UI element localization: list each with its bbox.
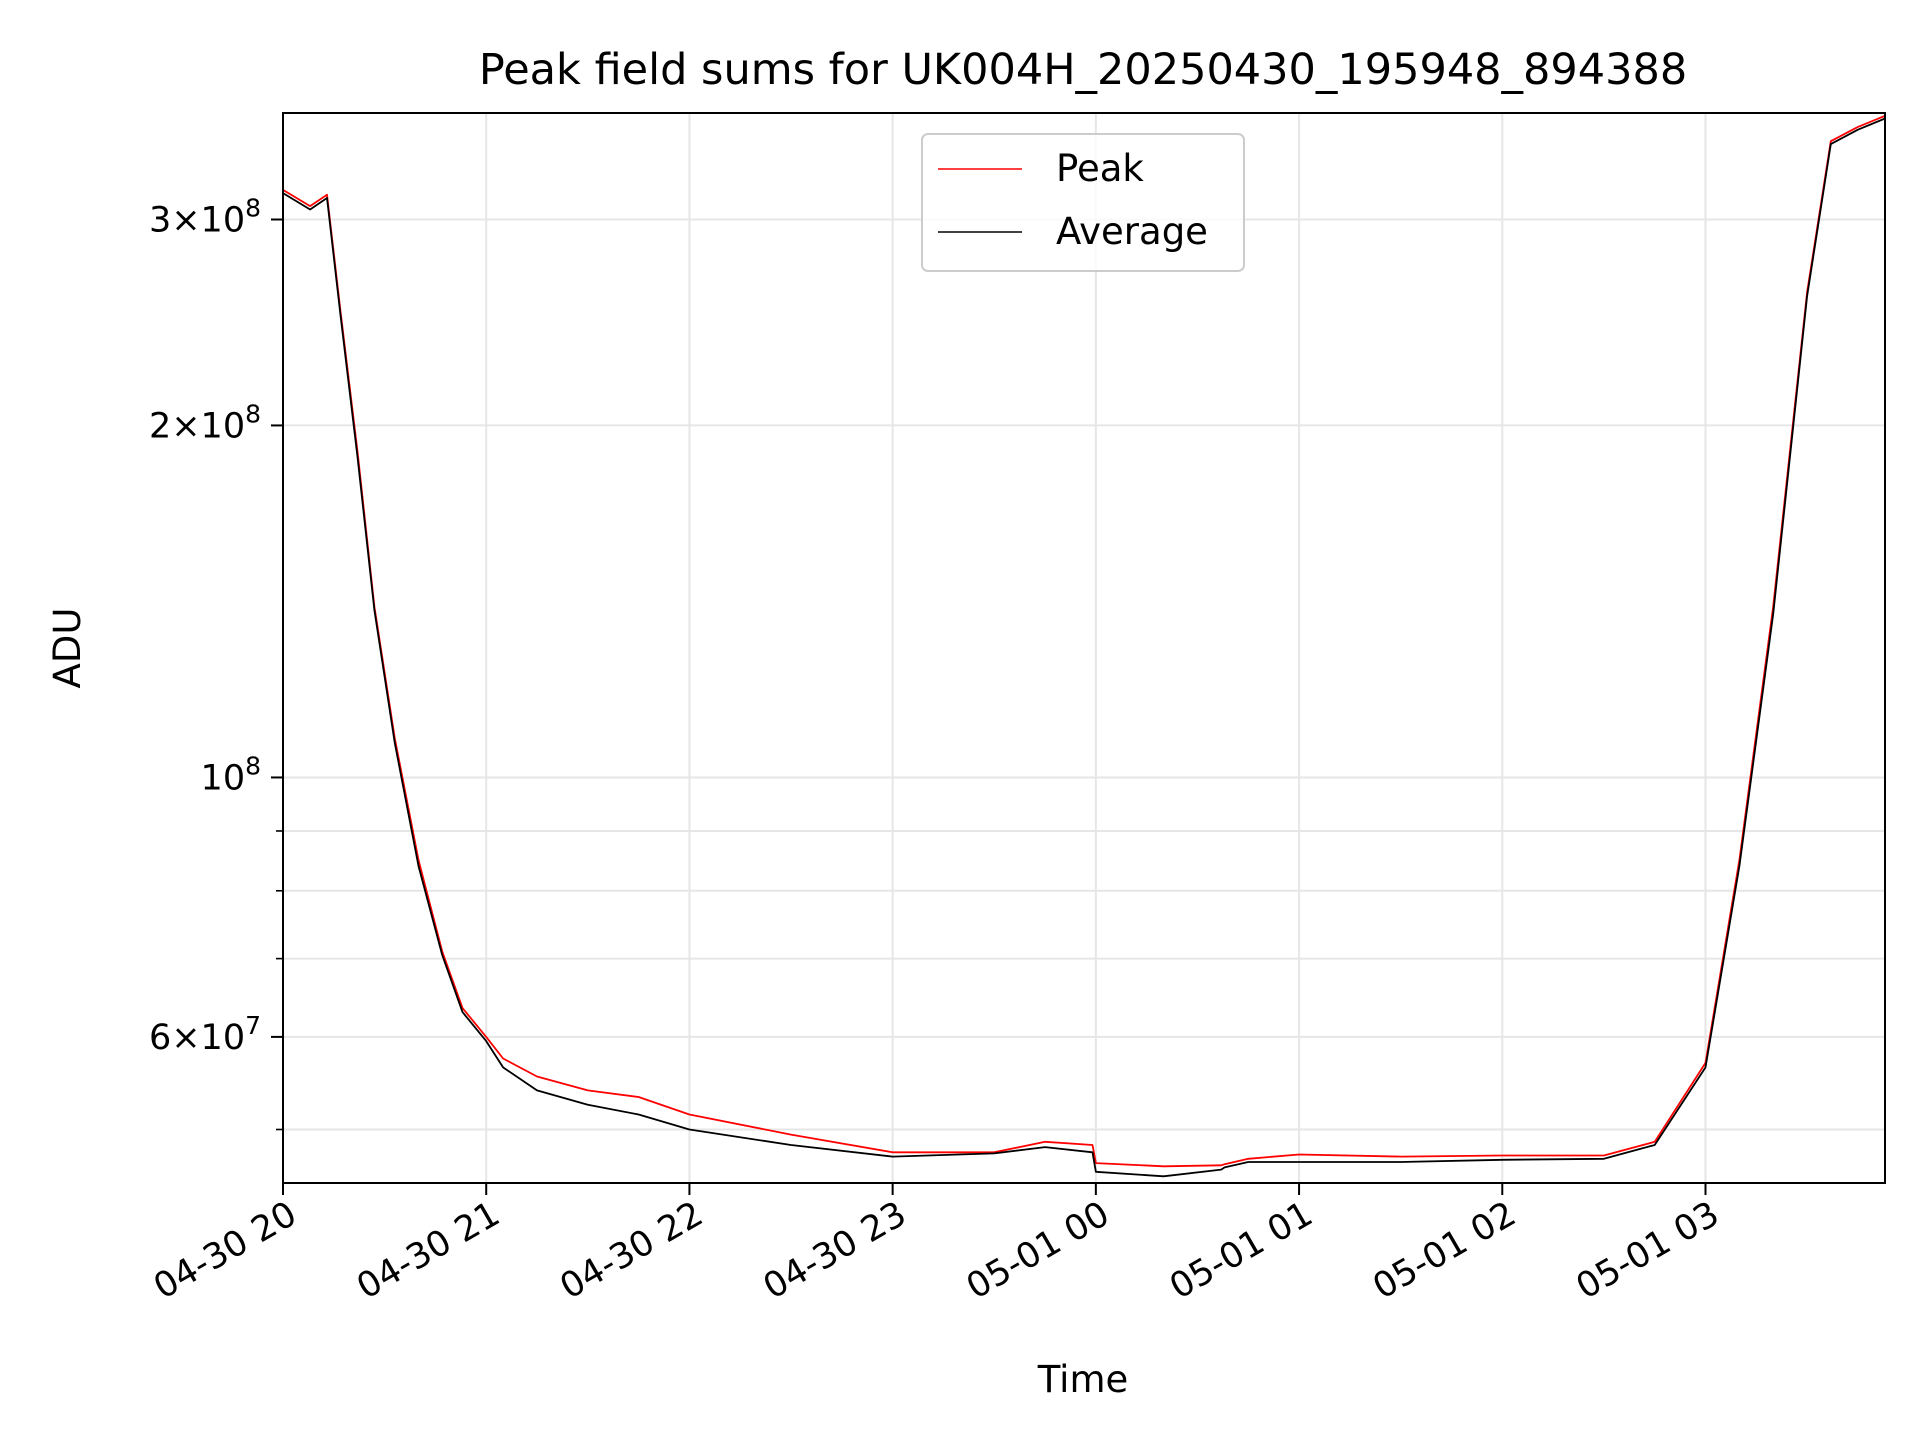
series-layer xyxy=(282,114,1886,1178)
plot-frame xyxy=(282,112,1886,1184)
legend-label-peak: Peak xyxy=(1056,147,1144,190)
y-axis: 3×108 2×108 108 6×107 xyxy=(149,194,283,1131)
y-tick-label: 3×108 xyxy=(149,194,261,241)
y-tick-label: 108 xyxy=(201,751,261,798)
series-line-average xyxy=(282,117,1886,1178)
y-tick-label: 2×108 xyxy=(149,399,261,446)
series-line-peak xyxy=(282,114,1886,1168)
y-axis-label: ADU xyxy=(46,608,89,689)
grid xyxy=(282,113,1885,1183)
y-tick-label: 6×107 xyxy=(149,1011,261,1058)
chart-title: Peak field sums for UK004H_20250430_1959… xyxy=(479,45,1687,95)
x-axis-label: Time xyxy=(1037,1358,1129,1401)
legend-label-average: Average xyxy=(1056,210,1208,253)
legend: Peak Average xyxy=(921,133,1245,272)
